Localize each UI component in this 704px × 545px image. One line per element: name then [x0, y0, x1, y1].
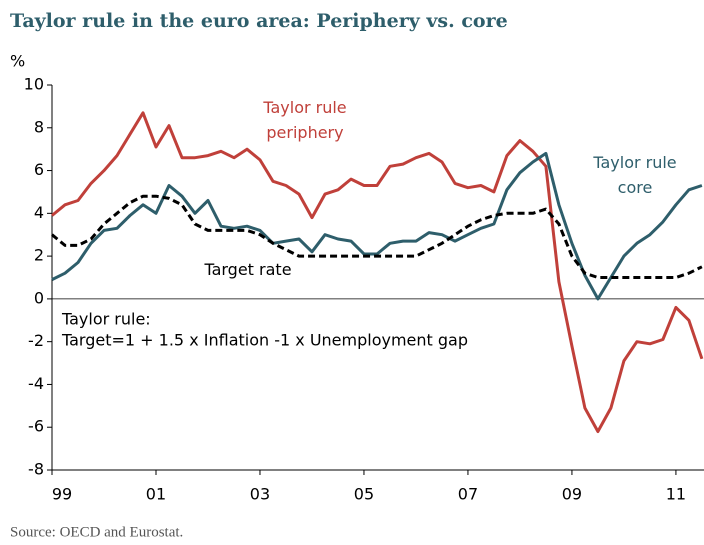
x-tick-label: 99 [52, 485, 72, 504]
series-line [51, 111, 704, 433]
y-tick-label: 0 [34, 288, 44, 307]
x-tick-label: 09 [562, 485, 582, 504]
y-tick-label: -4 [28, 374, 44, 393]
series-label: Target rate [204, 260, 292, 279]
x-tick-label: 07 [458, 485, 478, 504]
annotation: Target=1 + 1.5 x Inflation -1 x Unemploy… [61, 331, 468, 350]
chart-title: Taylor rule in the euro area: Periphery … [10, 10, 508, 32]
series-line [51, 194, 703, 279]
x-tick-label: 05 [354, 485, 374, 504]
y-tick-label: 8 [34, 117, 44, 136]
y-tick-label: -6 [28, 417, 44, 436]
x-tick-label: 03 [250, 485, 270, 504]
x-tick-label: 01 [146, 485, 166, 504]
y-tick-label: 4 [34, 203, 44, 222]
series-label: Taylor rule core [593, 153, 677, 197]
y-tick-label: 2 [34, 246, 44, 265]
source: Source: OECD and Eurostat. [10, 524, 183, 540]
y-tick-label: 10 [24, 75, 44, 94]
x-tick-label: 11 [666, 485, 686, 504]
series-line [51, 151, 703, 301]
y-tick-label: -8 [28, 460, 44, 479]
annotation: Taylor rule: [61, 310, 151, 329]
series-label: Taylor rule periphery [263, 98, 347, 142]
y-tick-label: -2 [28, 331, 44, 350]
y-axis-label: % [10, 52, 25, 71]
y-tick-label: 6 [34, 160, 44, 179]
